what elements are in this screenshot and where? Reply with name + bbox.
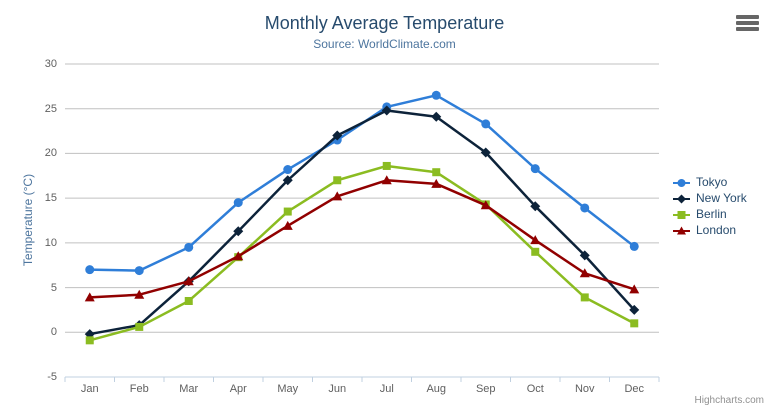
data-point-berlin-Jul[interactable] — [382, 161, 391, 170]
chart-title: Monthly Average Temperature — [264, 13, 505, 33]
data-point-new-york-Jun[interactable] — [332, 130, 343, 141]
legend-item-london[interactable]: London — [672, 224, 747, 237]
y-axis-label-5: 5 — [50, 281, 57, 294]
data-point-berlin-May[interactable] — [283, 207, 292, 216]
data-point-london-Jul[interactable] — [381, 175, 392, 185]
hamburger-menu-icon — [736, 15, 759, 19]
data-point-tokyo-Jan[interactable] — [85, 265, 95, 275]
legend-marker-diamond-icon — [673, 194, 690, 203]
data-point-berlin-Nov[interactable] — [580, 293, 589, 302]
data-point-berlin-Dec[interactable] — [630, 319, 639, 328]
data-point-berlin-Aug[interactable] — [432, 168, 441, 177]
x-axis-label-nov: Nov — [574, 383, 595, 395]
data-point-berlin-Jan[interactable] — [85, 336, 94, 345]
y-axis-label-25: 25 — [44, 102, 57, 115]
data-point-tokyo-Aug[interactable] — [431, 90, 441, 100]
x-axis-label-jan: Jan — [80, 383, 99, 395]
data-point-tokyo-Oct[interactable] — [530, 164, 540, 174]
data-point-london-Jun[interactable] — [332, 191, 343, 201]
legend-label-london: London — [696, 223, 737, 237]
legend-item-berlin[interactable]: Berlin — [672, 208, 747, 221]
y-axis-label-10: 10 — [44, 236, 57, 249]
legend-marker-triangle-icon — [673, 226, 690, 234]
hamburger-menu-icon — [736, 27, 759, 31]
x-axis-label-aug: Aug — [426, 383, 447, 395]
data-point-london-Jan[interactable] — [84, 292, 95, 302]
data-point-tokyo-Mar[interactable] — [184, 242, 194, 252]
data-point-new-york-May[interactable] — [282, 175, 293, 186]
x-axis-label-dec: Dec — [624, 383, 645, 395]
data-point-new-york-Oct[interactable] — [530, 201, 541, 212]
data-point-new-york-Jul[interactable] — [381, 105, 392, 116]
data-point-london-Oct[interactable] — [530, 235, 541, 245]
chart-subtitle: Source: WorldClimate.com — [313, 37, 456, 51]
data-point-berlin-Feb[interactable] — [135, 322, 144, 331]
y-axis-label-30: 30 — [44, 58, 57, 70]
x-axis-label-sep: Sep — [475, 383, 496, 395]
data-point-london-Sep[interactable] — [480, 200, 491, 210]
x-axis-label-mar: Mar — [179, 383, 199, 395]
y-axis-label-15: 15 — [44, 192, 57, 205]
data-point-london-Apr[interactable] — [233, 251, 244, 261]
data-point-tokyo-Feb[interactable] — [134, 266, 144, 276]
legend-marker-square-icon — [673, 210, 690, 219]
data-point-tokyo-May[interactable] — [283, 165, 293, 175]
x-axis-label-oct: Oct — [526, 383, 544, 395]
data-point-tokyo-Apr[interactable] — [233, 198, 243, 208]
data-point-london-May[interactable] — [282, 220, 293, 230]
y-axis-label-20: 20 — [44, 147, 57, 160]
data-point-new-york-Dec[interactable] — [629, 304, 640, 315]
chart-context-menu-button[interactable] — [736, 15, 759, 31]
data-point-new-york-Aug[interactable] — [431, 111, 442, 122]
data-point-tokyo-Sep[interactable] — [481, 119, 491, 129]
x-axis-label-may: May — [277, 383, 299, 395]
x-axis-label-apr: Apr — [229, 383, 247, 395]
data-point-london-Mar[interactable] — [183, 276, 194, 286]
x-axis-label-jun: Jun — [328, 383, 347, 395]
x-axis-label-feb: Feb — [129, 383, 149, 395]
series-line-tokyo — [88, 94, 636, 272]
legend-label-tokyo: Tokyo — [696, 175, 728, 189]
legend-marker-circle-icon — [673, 178, 690, 187]
y-axis-label-0: 0 — [50, 326, 57, 339]
data-point-london-Nov[interactable] — [579, 268, 590, 278]
legend-item-tokyo[interactable]: Tokyo — [672, 176, 747, 189]
legend-item-new-york[interactable]: New York — [672, 192, 747, 205]
data-point-berlin-Oct[interactable] — [531, 247, 540, 256]
data-point-london-Aug[interactable] — [431, 178, 442, 188]
x-axis-label-jul: Jul — [379, 383, 394, 395]
y-axis-label--5: -5 — [47, 371, 57, 383]
data-point-tokyo-Nov[interactable] — [580, 203, 590, 213]
data-point-berlin-Jun[interactable] — [333, 176, 342, 185]
series-line-berlin — [88, 164, 636, 342]
legend: Tokyo New York Berlin London — [672, 176, 747, 240]
credits-link[interactable]: Highcharts.com — [694, 395, 764, 406]
data-point-berlin-Mar[interactable] — [184, 296, 193, 305]
series-line-london — [88, 179, 636, 299]
legend-label-berlin: Berlin — [696, 207, 727, 221]
data-point-new-york-Nov[interactable] — [579, 250, 590, 261]
data-point-tokyo-Dec[interactable] — [629, 241, 639, 251]
series-line-new-york — [88, 109, 636, 336]
data-point-new-york-Sep[interactable] — [480, 147, 491, 158]
data-point-london-Feb[interactable] — [134, 289, 145, 299]
data-point-new-york-Apr[interactable] — [233, 226, 244, 237]
legend-label-new-york: New York — [696, 191, 747, 205]
hamburger-menu-icon — [736, 21, 759, 25]
data-point-london-Dec[interactable] — [629, 284, 640, 294]
